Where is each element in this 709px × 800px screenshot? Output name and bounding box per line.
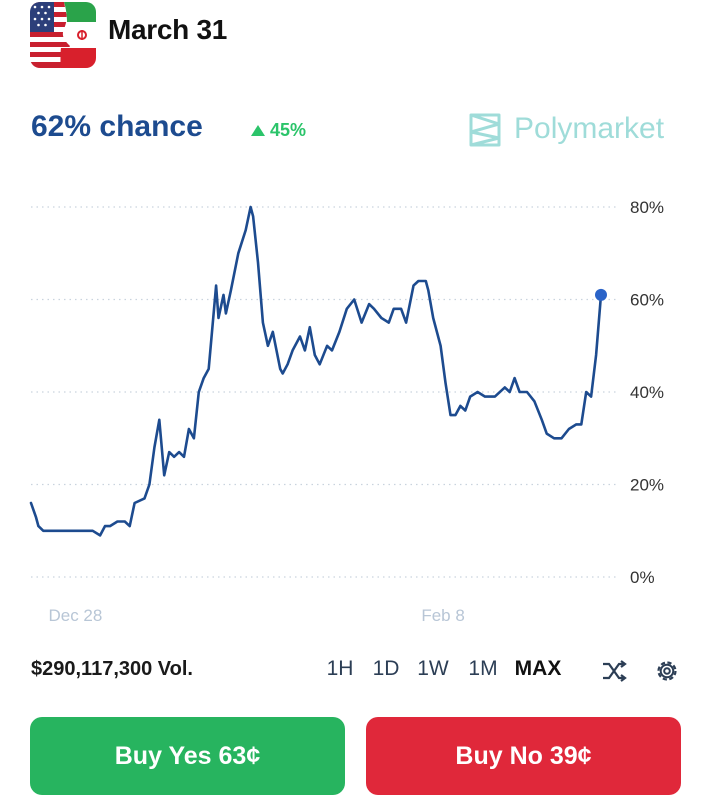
range-1w-button[interactable]: 1W <box>417 657 449 680</box>
range-1h-button[interactable]: 1H <box>326 657 354 680</box>
y-axis-ticks: 0% 20% 40% 60% 80% <box>630 198 664 587</box>
range-1d-button[interactable]: 1D <box>372 657 400 680</box>
series-line <box>29 205 603 537</box>
time-range-selector: 1H 1D 1W 1M MAX <box>322 655 567 683</box>
change-value: 45% <box>270 120 307 140</box>
range-max-button[interactable]: MAX <box>514 657 562 680</box>
y-tick-label: 0% <box>630 568 655 587</box>
x-tick-label: Dec 28 <box>48 606 102 625</box>
y-tick-label: 20% <box>630 476 664 495</box>
chance-value: 62% chance <box>31 110 203 143</box>
up-triangle-icon <box>251 125 265 136</box>
market-title: March 31 <box>108 14 227 45</box>
gear-icon[interactable] <box>653 657 681 685</box>
volume-label: $290,117,300 Vol. <box>31 658 193 680</box>
polymarket-logo-icon <box>468 112 502 148</box>
y-tick-label: 40% <box>630 383 664 402</box>
change-indicator: 45% <box>251 120 306 141</box>
y-tick-label: 60% <box>630 291 664 310</box>
x-axis-ticks: Dec 28 Feb 8 <box>48 606 464 625</box>
buy-yes-button[interactable]: Buy Yes 63¢ <box>30 717 345 795</box>
chart-series <box>29 205 607 537</box>
y-tick-label: 80% <box>630 198 664 217</box>
current-value-dot <box>595 288 607 301</box>
brand-name: Polymarket <box>514 112 665 145</box>
shuffle-icon[interactable] <box>601 658 627 684</box>
us-iran-flags-icon <box>30 2 96 68</box>
probability-chart: 0% 20% 40% 60% 80% Dec 28 Feb 8 <box>29 198 664 625</box>
x-tick-label: Feb 8 <box>421 606 464 625</box>
buy-no-button[interactable]: Buy No 39¢ <box>366 717 681 795</box>
range-1m-button[interactable]: 1M <box>468 657 498 680</box>
